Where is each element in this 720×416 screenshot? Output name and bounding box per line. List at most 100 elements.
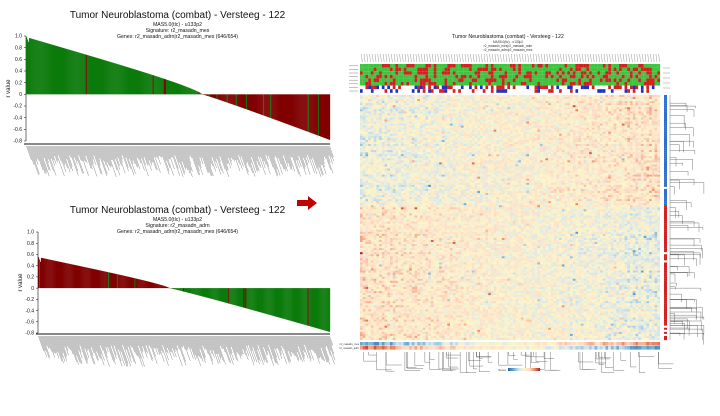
track-cell (365, 74, 369, 79)
heatmap-cell (561, 117, 565, 120)
heatmap-cell (376, 131, 380, 134)
bar (163, 285, 165, 289)
heatmap-cell (392, 139, 396, 143)
track-cell (460, 82, 464, 86)
column-label (440, 53, 442, 63)
heatmap-cell (430, 125, 434, 128)
bar (47, 43, 49, 95)
track-cell (455, 78, 459, 82)
column-label (642, 53, 644, 63)
heatmap-cell (365, 125, 369, 128)
bar (56, 261, 58, 289)
track-cell (411, 71, 415, 75)
y-tick-label: 0.2 (27, 275, 34, 281)
heatmap-cell (602, 105, 606, 108)
track-cell (570, 64, 573, 68)
sample-label (81, 145, 88, 164)
heatmap-cell (384, 115, 388, 118)
sample-label (289, 145, 301, 177)
track-cell (392, 85, 396, 90)
heatmap-cell (474, 111, 478, 114)
heatmap-cell (477, 103, 481, 106)
bar (293, 288, 296, 322)
heatmap-cell (370, 113, 374, 116)
heatmap-cell (654, 103, 658, 106)
bar (320, 288, 322, 330)
heatmap-cell (556, 121, 560, 124)
heatmap-cell (406, 144, 410, 147)
bar (268, 94, 270, 118)
heatmap-cell (635, 117, 639, 120)
sample-label (142, 335, 147, 346)
sample-label (56, 335, 64, 353)
heatmap-cell (469, 103, 472, 106)
sample-label (100, 335, 108, 354)
bar (310, 288, 312, 327)
heatmap-cell (578, 101, 582, 104)
heatmap-cell (488, 129, 492, 132)
heatmap-cell (602, 111, 606, 114)
bar (38, 40, 40, 95)
heatmap-cell (444, 107, 448, 110)
heatmap-cell (447, 139, 451, 143)
heatmap-cell (403, 129, 407, 132)
heatmap-cell (439, 125, 442, 128)
heatmap-cell (512, 144, 516, 147)
column-label (492, 53, 494, 63)
bar (273, 94, 275, 120)
heatmap-cell (616, 95, 620, 98)
sample-label (103, 335, 108, 348)
heatmap-cell (414, 95, 418, 98)
heatmap-cell (362, 111, 366, 114)
sample-label (188, 335, 196, 356)
heatmap-cell (425, 139, 429, 143)
heatmap-cell (635, 101, 639, 104)
heatmap-cell (384, 123, 388, 126)
heatmap-cell (559, 137, 562, 141)
heatmap-cell (417, 99, 421, 102)
heatmap-cell (632, 111, 636, 114)
sample-label (324, 335, 335, 365)
heatmap-cell (654, 131, 658, 134)
bar (37, 40, 39, 95)
heatmap-cell (362, 107, 366, 110)
heatmap-cell (368, 135, 372, 138)
heatmap-cell (452, 125, 456, 128)
heatmap-cell (605, 113, 609, 116)
heatmap-cell (365, 117, 369, 120)
heatmap-cell (362, 113, 366, 116)
bar (313, 288, 315, 328)
heatmap-cell (649, 95, 652, 98)
track-cell (387, 71, 391, 75)
heatmap-cell (608, 117, 612, 120)
heatmap-cell (649, 105, 652, 108)
heatmap-cell (510, 137, 513, 141)
heatmap-cell (507, 137, 511, 141)
heatmap-cell (559, 119, 562, 122)
track-cell (501, 85, 505, 90)
heatmap-cell (512, 141, 516, 145)
sample-label (27, 145, 35, 165)
heatmap-cell (425, 97, 429, 100)
heatmap-cell (373, 121, 377, 124)
heatmap-cell (578, 133, 582, 136)
heatmap-cell (657, 99, 661, 102)
heatmap-cell (616, 125, 620, 128)
track-cell (480, 85, 483, 90)
heatmap-cell (428, 109, 432, 112)
heatmap-cell (493, 135, 497, 138)
heatmap-cell (520, 141, 524, 145)
track-cell (583, 78, 587, 82)
column-label (396, 53, 398, 63)
track-cell (400, 82, 404, 86)
track-cell (439, 89, 442, 93)
heatmap-cell (463, 115, 467, 118)
heatmap-cell (540, 139, 543, 143)
bar (272, 94, 274, 119)
heatmap-cell (608, 101, 612, 104)
heatmap-cell (501, 107, 505, 110)
track-cell (411, 74, 415, 79)
bar (252, 288, 254, 311)
heatmap-cell (630, 117, 633, 120)
heatmap-cell (564, 125, 568, 128)
